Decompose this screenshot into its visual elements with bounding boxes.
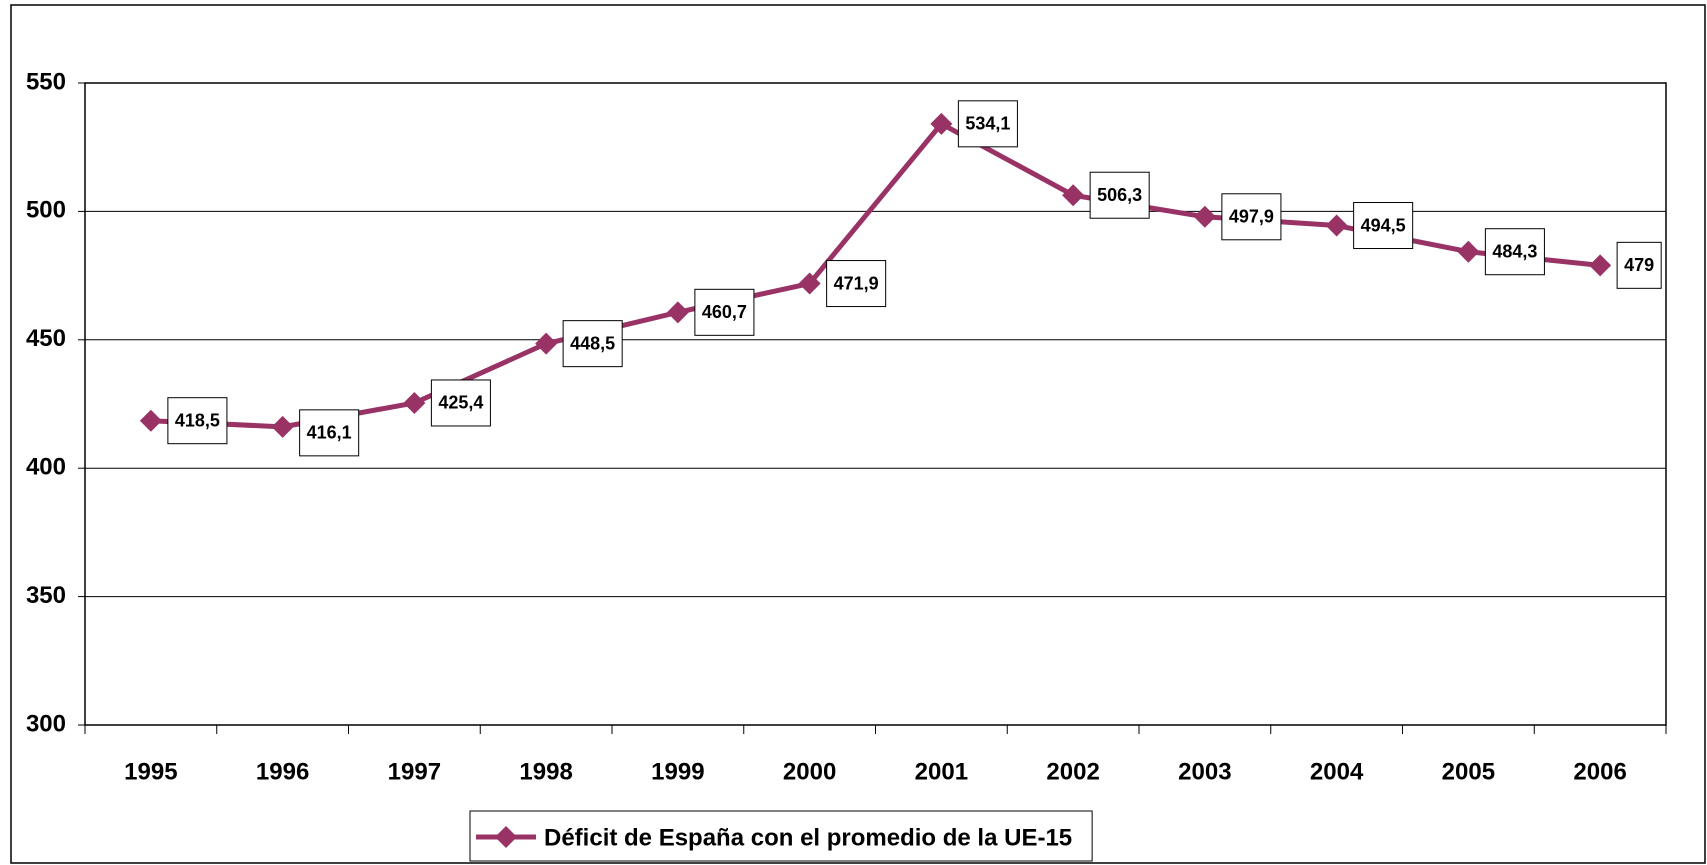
data-label-box (1616, 241, 1662, 289)
x-tick-label: 1997 (388, 758, 441, 785)
x-tick-label: 2001 (915, 758, 968, 785)
data-label: 479 (1616, 241, 1662, 289)
x-tick-label: 2006 (1573, 758, 1626, 785)
data-label-box (1221, 193, 1282, 241)
data-label-text: 497,9 (1229, 207, 1274, 227)
data-label: 494,5 (1353, 202, 1414, 250)
legend-box (469, 810, 1093, 862)
point-marker (1325, 214, 1348, 237)
data-label-box (694, 288, 755, 336)
data-label-text: 471,9 (834, 273, 879, 293)
data-label-text: 418,5 (175, 410, 220, 430)
point-marker (1062, 184, 1085, 207)
data-label-box (430, 379, 491, 427)
data-label-box (1484, 228, 1545, 276)
data-label-box (957, 100, 1018, 148)
data-label-text: 416,1 (307, 423, 352, 443)
point-marker (666, 301, 689, 324)
data-label-text: 506,3 (1097, 185, 1142, 205)
data-label: 471,9 (826, 260, 887, 308)
y-tick-label: 400 (26, 454, 66, 481)
x-tick-label: 2003 (1178, 758, 1231, 785)
x-tick-label: 2004 (1310, 758, 1364, 785)
data-label-text: 460,7 (702, 302, 747, 322)
data-label-text: 448,5 (570, 333, 615, 353)
chart-border (10, 4, 1706, 864)
data-label-text: 484,3 (1492, 241, 1537, 261)
data-label-box (1089, 171, 1150, 219)
x-tick-label: 1995 (124, 758, 177, 785)
data-label: 484,3 (1484, 228, 1545, 276)
point-marker (139, 409, 162, 432)
data-label: 418,5 (167, 397, 228, 445)
data-label-box (299, 409, 360, 457)
legend-label: Déficit de España con el promedio de la … (544, 824, 1072, 851)
legend-marker (495, 826, 517, 848)
data-label-box (562, 320, 623, 368)
point-marker (535, 332, 558, 355)
point-marker (1193, 205, 1216, 228)
point-marker (271, 415, 294, 438)
x-tick-label: 2005 (1442, 758, 1495, 785)
data-label: 497,9 (1221, 193, 1282, 241)
data-label-box (1353, 202, 1414, 250)
y-tick-label: 350 (26, 582, 66, 609)
point-marker (930, 112, 953, 135)
data-label: 416,1 (299, 409, 360, 457)
data-label: 506,3 (1089, 171, 1150, 219)
data-label: 425,4 (430, 379, 491, 427)
y-tick-label: 550 (26, 68, 66, 95)
point-marker (1589, 254, 1612, 277)
x-tick-label: 2002 (1046, 758, 1099, 785)
x-tick-label: 2000 (783, 758, 836, 785)
y-tick-label: 300 (26, 710, 66, 737)
data-label-text: 425,4 (438, 393, 483, 413)
data-label: 534,1 (957, 100, 1018, 148)
y-tick-label: 450 (26, 325, 66, 352)
data-label-text: 479 (1624, 255, 1654, 275)
legend: Déficit de España con el promedio de la … (469, 810, 1093, 862)
x-tick-label: 1999 (651, 758, 704, 785)
x-tick-label: 1998 (519, 758, 572, 785)
data-label-box (826, 260, 887, 308)
data-label-box (167, 397, 228, 445)
data-label-text: 534,1 (965, 114, 1010, 134)
data-label-text: 494,5 (1361, 215, 1406, 235)
point-marker (1457, 240, 1480, 263)
point-marker (403, 391, 426, 414)
y-tick-label: 500 (26, 197, 66, 224)
data-label: 460,7 (694, 288, 755, 336)
x-tick-label: 1996 (256, 758, 309, 785)
data-label: 448,5 (562, 320, 623, 368)
point-marker (798, 272, 821, 295)
